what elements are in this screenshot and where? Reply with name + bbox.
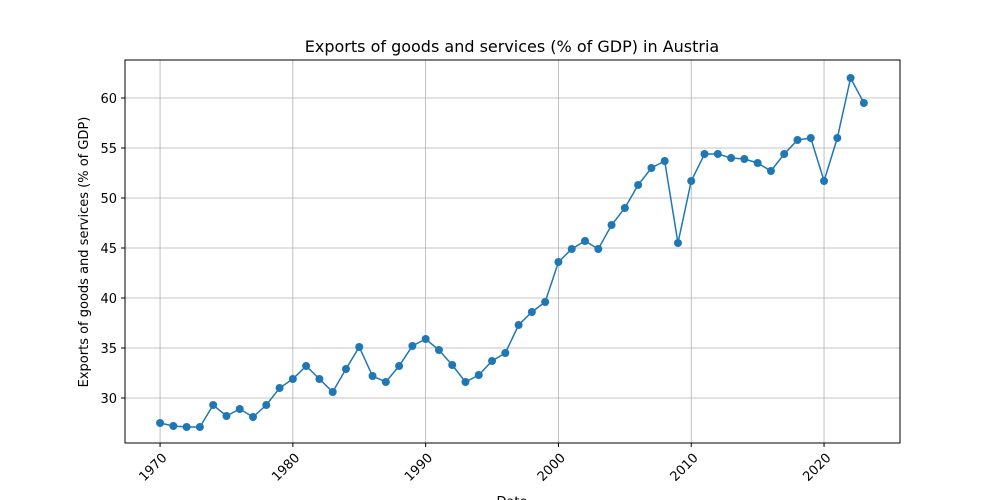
point — [421, 335, 430, 343]
point — [195, 423, 204, 431]
point — [846, 74, 855, 82]
point — [341, 365, 350, 373]
x-axis-label: Date — [496, 495, 527, 500]
point — [222, 412, 231, 420]
point — [541, 298, 550, 306]
point — [368, 372, 377, 380]
point — [302, 362, 311, 370]
y-tick-label: 35 — [100, 342, 117, 357]
point — [501, 349, 510, 357]
chart-title: Exports of goods and services (% of GDP)… — [305, 37, 719, 56]
point — [713, 150, 722, 158]
point — [488, 357, 497, 365]
point — [169, 422, 178, 430]
point — [262, 401, 271, 409]
point — [833, 134, 842, 142]
point — [647, 164, 656, 172]
point — [634, 181, 643, 189]
point — [567, 245, 576, 253]
point — [328, 388, 337, 396]
point — [820, 177, 829, 185]
y-tick-label: 60 — [100, 92, 117, 107]
point — [474, 371, 483, 379]
point — [766, 167, 775, 175]
point — [355, 343, 364, 351]
point — [607, 221, 616, 229]
point — [249, 413, 258, 421]
y-tick-label: 40 — [100, 292, 117, 307]
point — [581, 237, 590, 245]
plot-frame — [124, 59, 901, 444]
y-tick-label: 45 — [100, 242, 117, 257]
point — [620, 204, 629, 212]
point — [514, 321, 523, 329]
point — [673, 239, 682, 247]
point — [727, 154, 736, 162]
point — [793, 136, 802, 144]
point — [156, 419, 165, 427]
point — [700, 150, 709, 158]
point — [275, 384, 284, 392]
y-tick-label: 30 — [100, 392, 117, 407]
point — [527, 308, 536, 316]
point — [740, 155, 749, 163]
point — [753, 159, 762, 167]
point — [381, 378, 390, 386]
point — [554, 258, 563, 266]
point — [806, 134, 815, 142]
point — [780, 150, 789, 158]
point — [408, 342, 417, 350]
point — [209, 401, 218, 409]
point — [859, 99, 868, 107]
point — [434, 346, 443, 354]
point — [687, 177, 696, 185]
point — [448, 361, 457, 369]
y-tick-label: 55 — [100, 142, 117, 157]
point — [235, 405, 244, 413]
y-axis-label: Exports of goods and services (% of GDP) — [77, 117, 92, 388]
point — [395, 362, 404, 370]
point — [288, 375, 297, 383]
point — [315, 375, 324, 383]
point — [660, 157, 669, 165]
point — [461, 378, 470, 386]
point — [182, 423, 191, 431]
point — [594, 245, 603, 253]
y-tick-label: 50 — [100, 192, 117, 207]
